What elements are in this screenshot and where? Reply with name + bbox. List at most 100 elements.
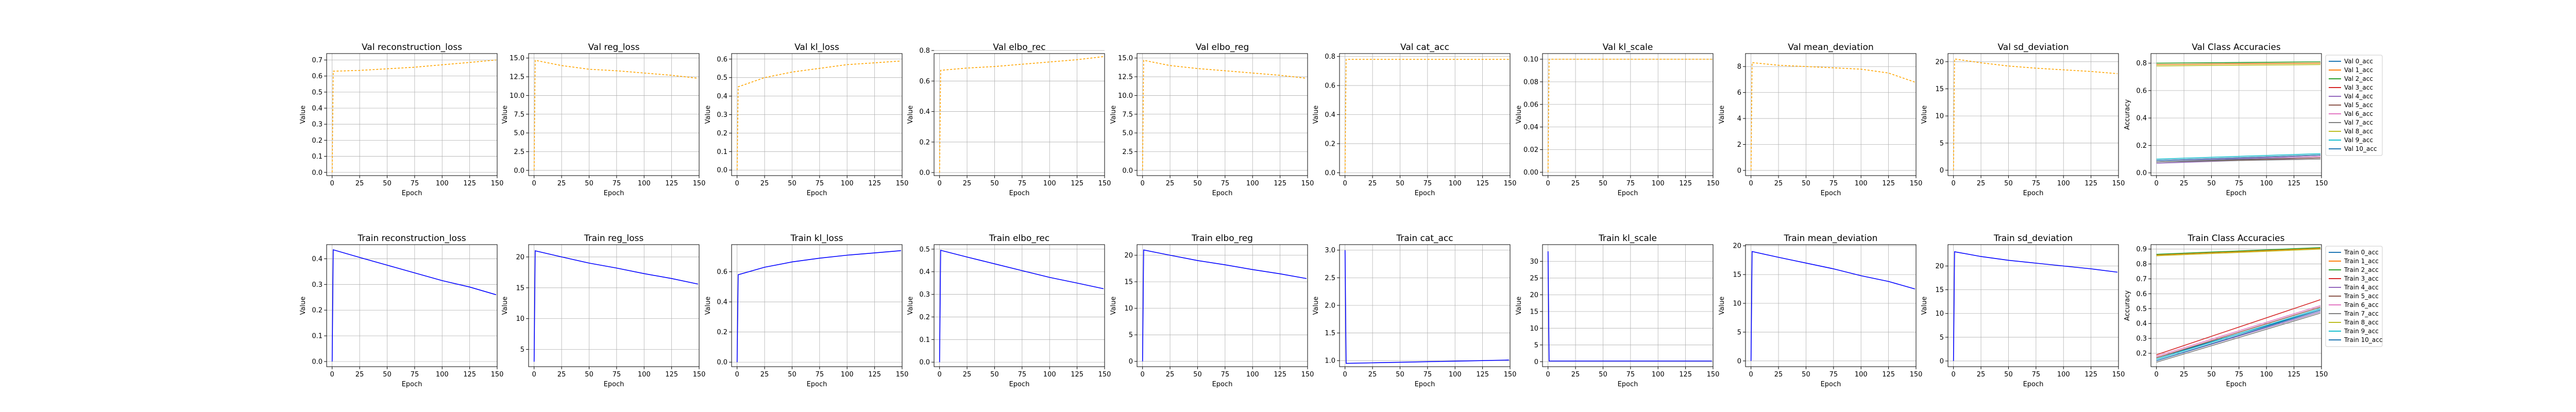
x-tick-label: 0 bbox=[938, 371, 942, 379]
y-tick-label: 0.6 bbox=[717, 56, 727, 63]
x-tick-label: 100 bbox=[1449, 180, 1462, 187]
series-line bbox=[1142, 249, 1307, 362]
y-tick-label: 20 bbox=[1935, 58, 1944, 66]
x-axis-label: Epoch bbox=[1821, 190, 1841, 197]
x-tick-label: 125 bbox=[2084, 371, 2097, 379]
x-tick-label: 75 bbox=[2032, 371, 2041, 379]
x-tick-label: 125 bbox=[2287, 371, 2300, 379]
x-tick-label: 0 bbox=[1343, 371, 1347, 379]
x-tick-label: 25 bbox=[1774, 180, 1783, 187]
subplot-title: Train mean_deviation bbox=[1784, 233, 1878, 244]
x-tick-label: 0 bbox=[532, 180, 536, 187]
x-tick-label: 125 bbox=[1274, 371, 1286, 379]
x-tick-label: 100 bbox=[638, 371, 651, 379]
y-tick-label: 2.5 bbox=[514, 148, 524, 156]
x-tick-label: 75 bbox=[411, 180, 419, 187]
y-tick-label: 20 bbox=[516, 253, 524, 261]
x-tick-label: 25 bbox=[2180, 371, 2189, 379]
legend-entry: Val 9_acc bbox=[2344, 136, 2373, 144]
x-tick-label: 50 bbox=[2207, 371, 2216, 379]
legend-box bbox=[2325, 246, 2383, 347]
y-tick-label: 7.5 bbox=[1122, 111, 1133, 118]
subplot-18: 0 25 50 75 100 125 150 0 5 10 15 20 Train mean_devia… bbox=[1718, 233, 1922, 388]
subplot-1: 0 25 50 75 100 125 150 0.0 0.1 0.2 0.3 0.4 0.5 0.6 0.7… bbox=[299, 42, 503, 197]
x-tick-label: 125 bbox=[1274, 180, 1286, 187]
plot-frame bbox=[1137, 53, 1308, 176]
legend-entry: Val 1_acc bbox=[2344, 66, 2373, 74]
x-axis-label: Epoch bbox=[1212, 190, 1233, 197]
plot-frame bbox=[1339, 244, 1511, 367]
x-tick-label: 75 bbox=[613, 371, 621, 379]
x-axis-label: Epoch bbox=[1821, 381, 1841, 388]
series-line bbox=[939, 249, 1104, 363]
y-tick-label: 0.2 bbox=[312, 307, 323, 315]
x-tick-label: 0 bbox=[1546, 180, 1550, 187]
y-tick-label: 0.4 bbox=[312, 255, 323, 263]
x-tick-label: 100 bbox=[1855, 371, 1868, 379]
x-tick-label: 75 bbox=[816, 371, 824, 379]
plot-frame bbox=[1137, 244, 1308, 367]
subplot-8: 0 25 50 75 100 125 150 0 2 4 6 8 Val mean_deviation E… bbox=[1718, 42, 1922, 197]
x-tick-label: 50 bbox=[585, 180, 594, 187]
x-tick-label: 50 bbox=[1193, 180, 1202, 187]
x-tick-label: 75 bbox=[1423, 371, 1432, 379]
x-tick-label: 150 bbox=[1098, 371, 1111, 379]
x-tick-label: 0 bbox=[330, 371, 334, 379]
series-line bbox=[1750, 62, 1916, 170]
x-tick-label: 150 bbox=[1301, 180, 1314, 187]
x-tick-label: 0 bbox=[735, 371, 739, 379]
x-tick-label: 100 bbox=[1449, 371, 1462, 379]
x-tick-label: 150 bbox=[2315, 371, 2328, 379]
y-tick-label: 0.0 bbox=[514, 167, 524, 175]
legend-entry: Val 10_acc bbox=[2344, 145, 2377, 152]
y-tick-label: 10 bbox=[1733, 300, 1741, 308]
y-tick-label: 0.1 bbox=[919, 336, 930, 344]
x-tick-label: 0 bbox=[1343, 180, 1347, 187]
x-tick-label: 25 bbox=[1368, 180, 1377, 187]
legend-box bbox=[2325, 55, 2383, 156]
legend-entry: Val 7_acc bbox=[2344, 119, 2373, 126]
y-tick-label: 25 bbox=[1530, 274, 1538, 282]
y-tick-label: 0.4 bbox=[2136, 115, 2147, 123]
y-tick-label: 0.1 bbox=[312, 153, 323, 161]
subplot-title: Train Class Accuracies bbox=[2188, 233, 2285, 244]
x-axis-label: Epoch bbox=[2226, 381, 2247, 388]
subplot-4: 0 25 50 75 100 125 150 0.0 0.2 0.4 0.6 0.8 Val elbo_… bbox=[907, 42, 1111, 197]
x-axis-label: Epoch bbox=[1212, 381, 1233, 388]
x-tick-label: 50 bbox=[2207, 180, 2216, 187]
y-tick-label: 0.4 bbox=[919, 268, 930, 276]
y-tick-label: 8 bbox=[1737, 63, 1741, 71]
x-tick-label: 125 bbox=[1882, 180, 1895, 187]
plot-frame bbox=[1542, 244, 1714, 367]
y-tick-label: 0.6 bbox=[312, 73, 323, 80]
y-tick-label: 20 bbox=[1530, 291, 1538, 299]
y-axis-label: Value bbox=[1921, 297, 1928, 315]
series-line bbox=[736, 60, 901, 170]
x-axis-label: Epoch bbox=[1415, 190, 1435, 197]
x-tick-label: 125 bbox=[1071, 371, 1083, 379]
x-tick-label: 150 bbox=[1910, 180, 1923, 187]
x-tick-label: 25 bbox=[1368, 371, 1377, 379]
y-tick-label: 10.0 bbox=[510, 92, 524, 100]
y-tick-label: 0.6 bbox=[2136, 87, 2147, 95]
y-tick-label: 0.8 bbox=[919, 47, 930, 55]
x-tick-label: 75 bbox=[1018, 180, 1027, 187]
x-tick-label: 100 bbox=[1652, 180, 1665, 187]
subplot-7: 0 25 50 75 100 125 150 0.00 0.02 0.04 0.06 0.08 0.10… bbox=[1515, 42, 1719, 197]
x-tick-label: 75 bbox=[613, 180, 621, 187]
x-tick-label: 150 bbox=[1504, 180, 1517, 187]
x-tick-label: 0 bbox=[330, 180, 334, 187]
x-tick-label: 0 bbox=[1546, 371, 1550, 379]
x-tick-label: 150 bbox=[1098, 180, 1111, 187]
y-tick-label: 10 bbox=[1935, 310, 1944, 318]
x-tick-label: 25 bbox=[1571, 180, 1580, 187]
y-axis-label: Accuracy bbox=[2124, 290, 2131, 321]
subplot-title: Train kl_loss bbox=[790, 233, 843, 244]
y-tick-label: 5.0 bbox=[1122, 130, 1133, 138]
subplot-title: Val elbo_reg bbox=[1196, 42, 1249, 53]
y-axis-label: Value bbox=[1312, 106, 1320, 124]
y-tick-label: 15 bbox=[516, 284, 524, 292]
y-tick-label: 0.0 bbox=[717, 359, 727, 367]
x-axis-label: Epoch bbox=[402, 381, 422, 388]
x-tick-label: 100 bbox=[2057, 371, 2070, 379]
